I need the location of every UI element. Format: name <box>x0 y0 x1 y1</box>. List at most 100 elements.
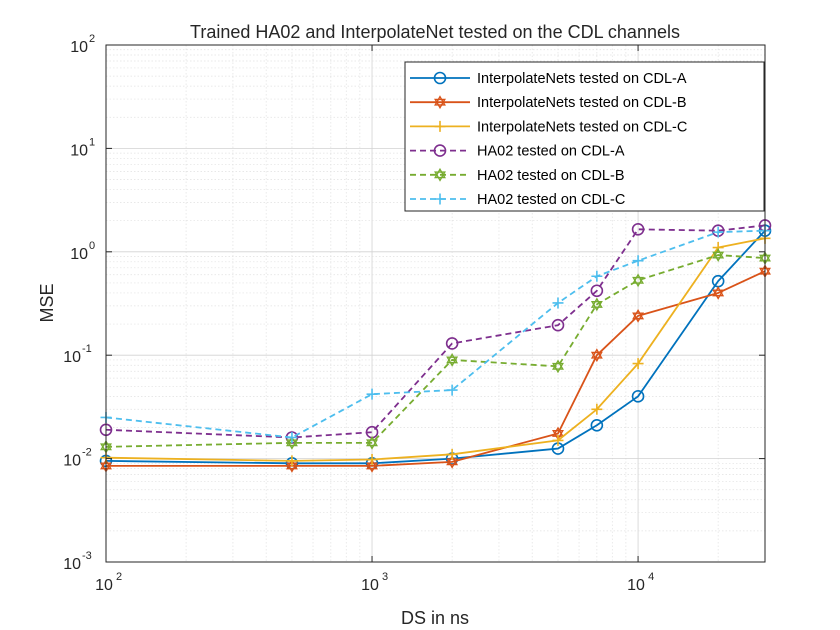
hexagram-triangle-down <box>552 430 564 441</box>
hexagram-triangle-down <box>366 439 379 450</box>
hexagram-triangle-down <box>552 362 564 374</box>
y-tick-exponent: -2 <box>82 447 92 459</box>
x-axis-label: DS in ns <box>401 608 469 628</box>
data-point <box>632 308 645 323</box>
data-point <box>366 435 379 450</box>
x-tick-label: 10 2 <box>95 571 122 594</box>
data-point <box>632 273 645 288</box>
series-line <box>105 254 766 448</box>
y-tick-exponent: -1 <box>82 343 92 355</box>
y-tick-label: 10 -1 <box>63 343 92 366</box>
series-line <box>106 270 766 467</box>
y-tick-label: 10 0 <box>70 240 95 263</box>
series-line <box>105 230 766 465</box>
hexagram-triangle-up <box>590 297 603 308</box>
hexagram-triangle-up <box>434 95 446 106</box>
hexagram-triangle-up <box>366 435 379 447</box>
legend-label: HA02 tested on CDL-C <box>477 192 625 208</box>
hexagram-triangle-up <box>446 454 459 466</box>
y-tick-exponent: -3 <box>82 550 92 562</box>
data-point <box>712 242 724 254</box>
data-point <box>551 318 565 332</box>
legend-marker <box>434 120 446 132</box>
hexagram-triangle-up <box>285 435 298 447</box>
legend-entry-3: InterpolateNets tested on CDL-C <box>410 119 687 135</box>
y-tick-label: 10 -3 <box>63 550 92 573</box>
legend-label: HA02 tested on CDL-A <box>477 144 625 160</box>
legend: InterpolateNets tested on CDL-A Interpola… <box>404 61 765 212</box>
hexagram-triangle-down <box>590 300 603 312</box>
hexagram-triangle-down <box>590 351 603 363</box>
data-point <box>590 348 603 363</box>
x-tick-label: 10 4 <box>627 571 654 594</box>
chart-title: Trained HA02 and InterpolateNet tested o… <box>190 22 680 42</box>
x-tick-exponent: 2 <box>116 571 122 583</box>
axes-box <box>105 44 766 563</box>
hexagram-triangle-up <box>712 286 725 297</box>
legend-entry-5: HA02 tested on CDL-B <box>410 168 625 184</box>
y-tick-base: 10 <box>70 246 88 263</box>
data-point <box>286 455 298 467</box>
hexagram-triangle-up <box>446 353 459 364</box>
hexagram-triangle-down <box>434 171 446 182</box>
hexagram-triangle-up <box>366 459 379 470</box>
hexagram-triangle-down <box>712 251 725 262</box>
series-5 <box>100 248 771 454</box>
hexagram-triangle-up <box>632 273 645 284</box>
hexagram-triangle-up <box>434 167 446 179</box>
y-tick-exponent: 1 <box>89 136 95 148</box>
data-point <box>446 353 459 367</box>
data-point <box>445 337 459 350</box>
hexagram-triangle-down <box>446 356 459 367</box>
hexagram-triangle-up <box>285 458 298 470</box>
hexagram-triangle-down <box>632 312 645 323</box>
hexagram-triangle-up <box>632 308 645 320</box>
y-tick-base: 10 <box>63 453 81 470</box>
hexagram-triangle-up <box>552 359 564 370</box>
x-tick-base: 10 <box>627 577 645 594</box>
data-point <box>712 248 725 262</box>
data-point <box>591 403 603 415</box>
data-point <box>712 286 725 300</box>
legend-marker <box>433 144 447 157</box>
x-tick-exponent: 4 <box>648 571 654 583</box>
data-point <box>590 418 604 432</box>
x-tick-exponent: 3 <box>382 571 388 583</box>
y-tick-label: 10 -2 <box>63 447 92 470</box>
data-point <box>552 359 564 374</box>
ticks: 10 2 10 3 10 410 -310 -210 -110 010 110 2 <box>63 33 765 594</box>
legend-entry-2: InterpolateNets tested on CDL-B <box>410 95 687 111</box>
x-tick-label: 10 3 <box>361 571 388 594</box>
data-point <box>590 284 604 298</box>
data-point <box>712 226 724 238</box>
data-point <box>591 270 603 282</box>
legend-box <box>404 61 765 212</box>
legend-label: InterpolateNets tested on CDL-C <box>477 119 687 135</box>
x-tick-base: 10 <box>95 577 113 594</box>
data-point <box>446 384 458 396</box>
data-point <box>446 448 458 460</box>
y-tick-label: 10 1 <box>70 136 95 159</box>
hexagram-triangle-down <box>712 289 725 300</box>
hexagram-triangle-down <box>434 98 446 110</box>
y-tick-exponent: 0 <box>89 240 95 252</box>
data-point <box>552 297 564 309</box>
y-axis-label: MSE <box>37 283 57 322</box>
data-point <box>366 388 378 400</box>
y-tick-base: 10 <box>70 142 88 159</box>
y-tick-label: 10 2 <box>70 33 95 56</box>
y-tick-base: 10 <box>63 556 81 573</box>
legend-entry-6: HA02 tested on CDL-C <box>410 192 625 208</box>
hexagram-triangle-up <box>590 348 603 359</box>
y-tick-exponent: 2 <box>89 33 95 45</box>
y-tick-base: 10 <box>63 349 81 366</box>
y-tick-base: 10 <box>70 39 88 56</box>
series-line <box>105 224 766 439</box>
data-point <box>286 431 298 443</box>
legend-entry-1: InterpolateNets tested on CDL-A <box>410 71 687 87</box>
legend-marker <box>434 95 446 110</box>
data-point <box>632 358 644 370</box>
legend-marker <box>434 167 446 182</box>
legend-label: InterpolateNets tested on CDL-B <box>477 95 687 111</box>
